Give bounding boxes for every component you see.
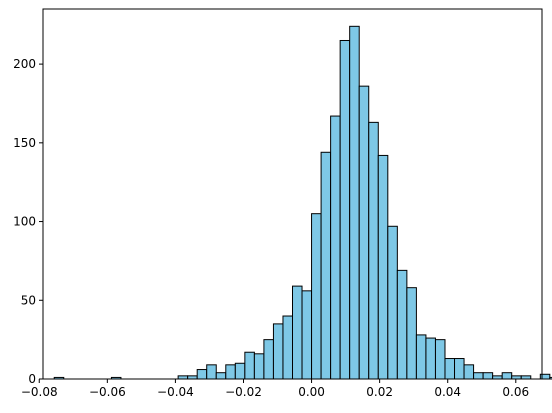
histogram-bar bbox=[263, 339, 274, 380]
histogram-bar bbox=[473, 372, 484, 380]
histogram-bars bbox=[53, 25, 552, 380]
histogram-bar bbox=[253, 353, 265, 380]
y-tick-label: 150 bbox=[13, 136, 36, 150]
x-tick-label: −0.06 bbox=[89, 385, 126, 399]
histogram-bar bbox=[244, 351, 255, 380]
y-tick-label: 200 bbox=[13, 57, 36, 71]
histogram-bar bbox=[387, 225, 398, 380]
histogram-bar bbox=[539, 373, 551, 380]
x-tick-label: 0.00 bbox=[298, 385, 325, 399]
histogram-bar bbox=[482, 372, 494, 380]
histogram-bar bbox=[225, 364, 236, 380]
x-tick-label: 0.02 bbox=[366, 385, 393, 399]
x-tick-label: −0.04 bbox=[157, 385, 194, 399]
histogram-bar bbox=[377, 154, 389, 380]
histogram-bar bbox=[272, 323, 284, 380]
y-tick-label: 50 bbox=[21, 293, 36, 307]
x-axis-ticks: −0.08 −0.06 −0.04 −0.02 0.00 0.02 0.04 0.06 bbox=[21, 379, 529, 399]
histogram-bar bbox=[396, 269, 408, 380]
histogram-bar bbox=[339, 39, 351, 380]
histogram-bar bbox=[282, 315, 294, 380]
y-tick-label: 100 bbox=[13, 215, 36, 229]
histogram-bar bbox=[434, 339, 446, 380]
x-tick-label: −0.02 bbox=[225, 385, 262, 399]
histogram-bar bbox=[549, 376, 552, 380]
histogram-bar bbox=[406, 287, 417, 380]
histogram-bar bbox=[234, 362, 246, 380]
histogram-bar bbox=[196, 369, 208, 380]
histogram-bar bbox=[330, 115, 341, 380]
histogram-bar bbox=[368, 121, 379, 380]
histogram-bar bbox=[320, 151, 332, 380]
histogram-bar bbox=[349, 25, 360, 380]
histogram-bar bbox=[358, 85, 370, 380]
histogram-bar bbox=[292, 285, 303, 380]
y-axis-ticks: 0 50 100 150 200 bbox=[13, 57, 43, 386]
histogram-bar bbox=[311, 213, 322, 380]
histogram-bar bbox=[425, 337, 436, 380]
histogram-bar bbox=[215, 372, 227, 380]
histogram-bar bbox=[501, 372, 513, 380]
histogram-bar bbox=[301, 290, 313, 380]
histogram-bar bbox=[454, 358, 465, 380]
histogram-bar bbox=[206, 364, 217, 380]
histogram-bar bbox=[415, 334, 427, 380]
y-tick-label: 0 bbox=[28, 372, 36, 386]
x-tick-label: 0.04 bbox=[434, 385, 461, 399]
x-tick-label: 0.06 bbox=[502, 385, 529, 399]
histogram-bar bbox=[444, 358, 456, 380]
plot-frame bbox=[42, 8, 543, 380]
x-tick-label: −0.08 bbox=[21, 385, 58, 399]
histogram-bar bbox=[463, 364, 475, 380]
